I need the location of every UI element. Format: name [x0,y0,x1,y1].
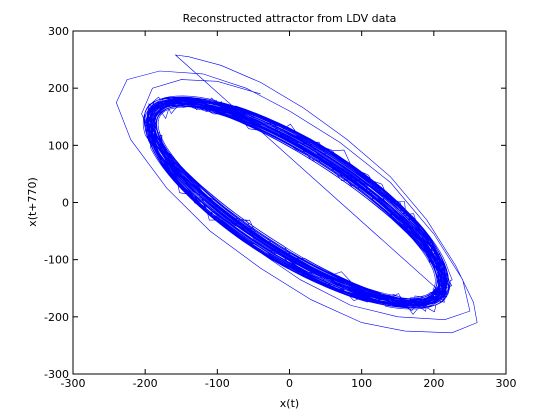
plot-background [73,31,506,374]
x-tick-label: -200 [133,377,158,390]
x-tick-label: -100 [205,377,230,390]
series-layer [115,54,478,334]
x-tick-label: 0 [286,377,293,390]
attractor-trajectory-line [115,54,478,334]
y-tick-label: -300 [44,368,69,381]
y-tick-label: 200 [48,82,69,95]
x-tick-label: 200 [423,377,444,390]
y-tick-label: -100 [44,254,69,267]
x-tick-label: 100 [351,377,372,390]
x-tick-label: 300 [496,377,517,390]
y-tick-label: 300 [48,25,69,38]
y-tick-label: 0 [62,197,69,210]
y-tick-label: 100 [48,139,69,152]
y-axis-title: x(t+770) [26,177,39,227]
chart-title: Reconstructed attractor from LDV data [183,12,397,25]
x-axis-title: x(t) [280,397,299,410]
y-tick-label: -200 [44,311,69,324]
x-tick-label: -300 [61,377,86,390]
ticks-layer: -300 -200 -100 0 100 200 300 -300 -200 -100 0 100 20… [44,25,516,390]
